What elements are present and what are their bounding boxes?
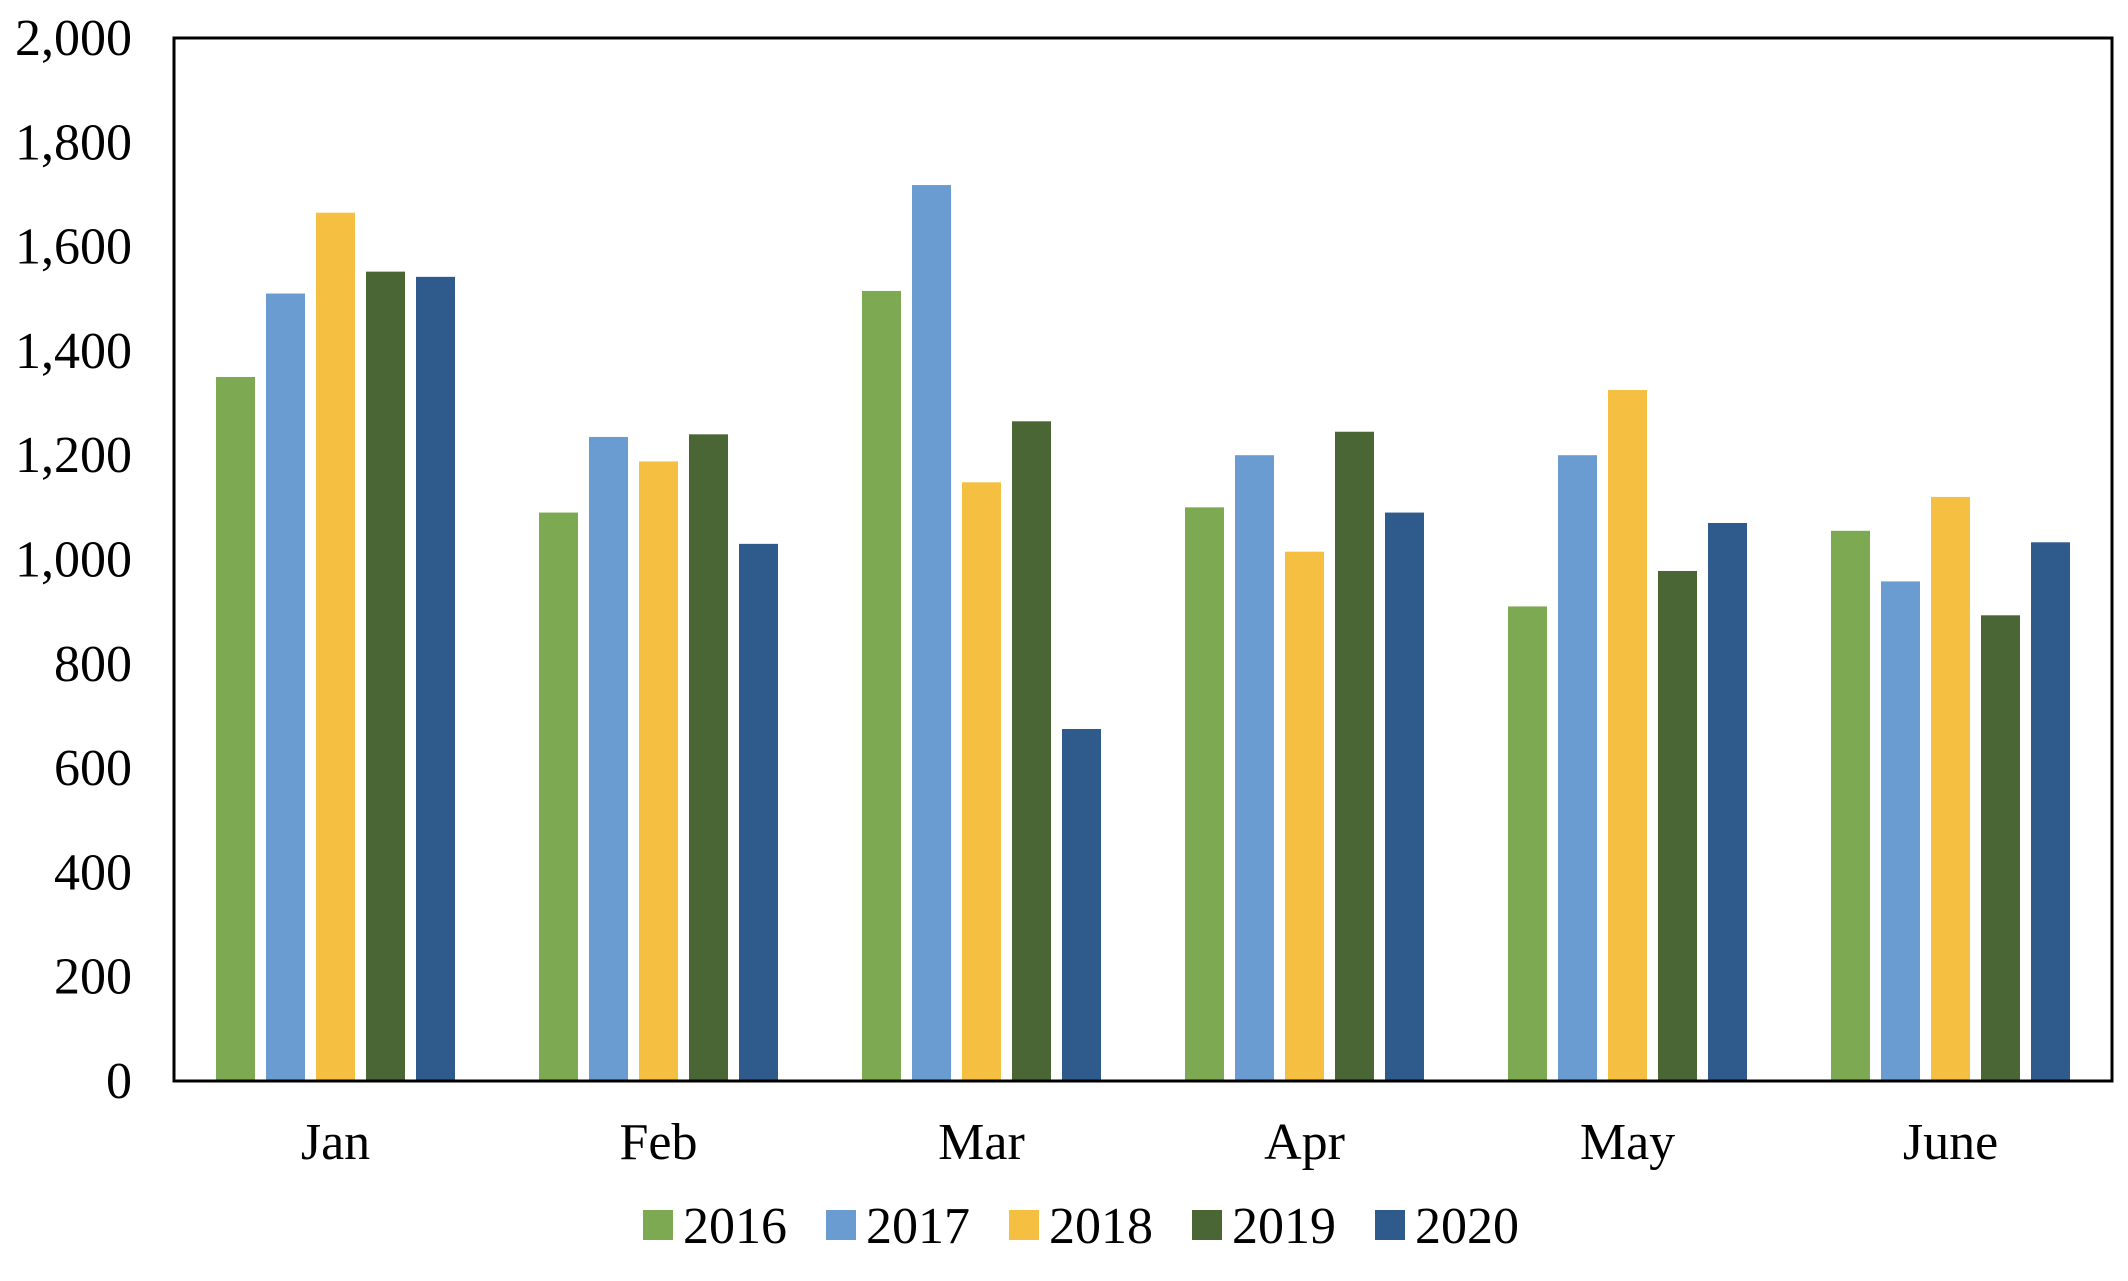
legend: 2016 2017 2018 2019 2020 [643, 1198, 1519, 1255]
bar-jan-2019 [366, 271, 405, 1082]
bar-mar-2016 [862, 290, 901, 1081]
bar-june-2019 [1981, 615, 2020, 1081]
bar-apr-2016 [1185, 507, 1224, 1082]
y-tick-label: 1,400 [15, 323, 132, 380]
x-tick-label: May [1580, 1114, 1675, 1171]
bar-apr-2018 [1285, 551, 1324, 1081]
bar-june-2016 [1831, 530, 1870, 1081]
bar-june-2018 [1931, 496, 1970, 1081]
x-tick-label: Feb [620, 1114, 698, 1171]
bar-mar-2019 [1012, 421, 1051, 1081]
legend-label-2020: 2020 [1415, 1198, 1519, 1255]
bar-apr-2020 [1385, 512, 1424, 1081]
legend-label-2018: 2018 [1049, 1198, 1153, 1255]
bar-mar-2017 [912, 185, 951, 1082]
y-tick-label: 1,000 [15, 532, 132, 589]
bar-may-2016 [1508, 606, 1547, 1081]
bar-jan-2020 [416, 276, 455, 1081]
bar-may-2020 [1708, 522, 1747, 1081]
bar-feb-2018 [639, 461, 678, 1081]
legend-label-2016: 2016 [683, 1198, 787, 1255]
bar-jan-2018 [316, 212, 355, 1081]
bar-june-2020 [2031, 542, 2070, 1081]
bar-may-2019 [1658, 570, 1697, 1081]
legend-swatch-2019 [1192, 1210, 1222, 1240]
y-tick-label: 400 [54, 844, 132, 901]
y-tick-label: 1,800 [15, 114, 132, 171]
legend-label-2019: 2019 [1232, 1198, 1336, 1255]
legend-swatch-2016 [643, 1210, 673, 1240]
x-tick-label: Jan [301, 1114, 370, 1171]
bar-apr-2019 [1335, 431, 1374, 1081]
bar-mar-2018 [962, 482, 1001, 1081]
bar-mar-2020 [1062, 728, 1101, 1081]
legend-swatch-2018 [1009, 1210, 1039, 1240]
bar-jan-2016 [216, 376, 255, 1082]
bar-may-2017 [1558, 455, 1597, 1081]
y-tick-label: 600 [54, 740, 132, 797]
bar-feb-2019 [689, 434, 728, 1082]
x-tick-label: Mar [938, 1114, 1025, 1171]
bar-apr-2017 [1235, 455, 1274, 1081]
bar-feb-2017 [589, 436, 628, 1081]
legend-swatch-2017 [826, 1210, 856, 1240]
y-tick-label: 800 [54, 636, 132, 693]
bar-feb-2020 [739, 543, 778, 1081]
bar-jan-2017 [266, 293, 305, 1081]
bar-may-2018 [1608, 390, 1647, 1081]
bar-series [216, 185, 2070, 1082]
y-tick-label: 1,200 [15, 427, 132, 484]
y-axis-tick-labels: 0 200 400 600 800 1,000 1,200 1,400 1,600 1,800 2,… [15, 10, 132, 1110]
y-tick-label: 0 [106, 1053, 132, 1110]
x-tick-label: June [1903, 1114, 1998, 1171]
legend-swatch-2020 [1375, 1210, 1405, 1240]
y-tick-label: 200 [54, 949, 132, 1006]
bar-june-2017 [1881, 581, 1920, 1081]
plot-frame [172, 36, 2114, 1083]
bar-feb-2016 [539, 512, 578, 1081]
x-tick-label: Apr [1264, 1114, 1345, 1171]
y-tick-label: 1,600 [15, 219, 132, 276]
legend-label-2017: 2017 [866, 1198, 970, 1255]
y-tick-label: 2,000 [15, 10, 132, 67]
x-axis-tick-labels: Jan Feb Mar Apr May June [301, 1114, 1998, 1171]
